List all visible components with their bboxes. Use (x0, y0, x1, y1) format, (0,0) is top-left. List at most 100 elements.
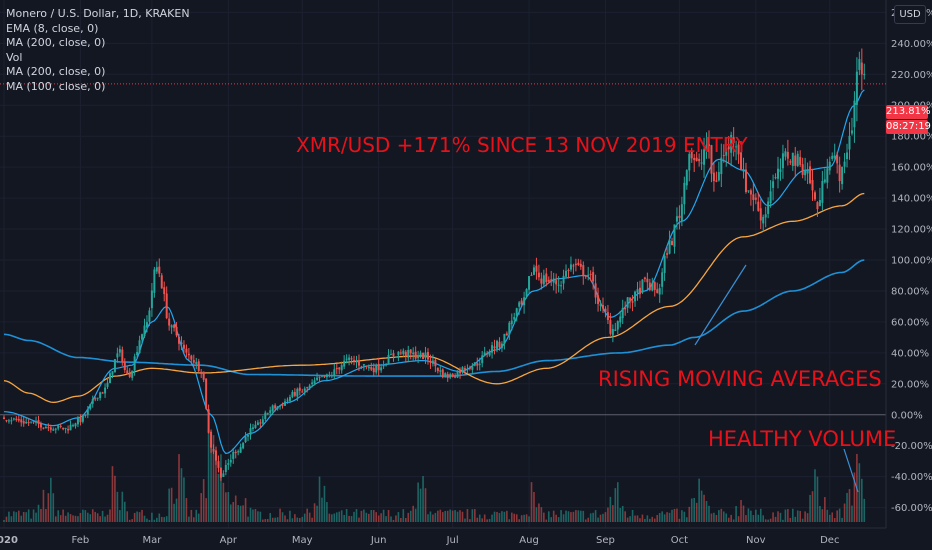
volume-bar (286, 519, 289, 522)
volume-bar (163, 517, 166, 522)
candle-body (30, 421, 33, 423)
candle-body (668, 239, 671, 254)
candle-body (165, 293, 168, 319)
candle-body (446, 373, 449, 379)
candle-body (651, 282, 654, 291)
candle-body (597, 295, 600, 305)
volume-bar (419, 488, 422, 522)
volume-bar (62, 509, 64, 522)
candle-body (367, 366, 370, 369)
y-tick-label: -40.00% (891, 472, 932, 483)
candle-body (390, 354, 393, 356)
y-tick-label: 180.00% (891, 132, 932, 143)
candle-body (84, 414, 87, 416)
volume-bar (616, 482, 619, 522)
candle-body (59, 425, 62, 427)
volume-bar (752, 515, 755, 522)
candle-body (693, 157, 696, 161)
volume-bar (212, 435, 215, 522)
currency-button[interactable]: USD (894, 5, 926, 24)
candle-body (582, 265, 585, 277)
candle-body (168, 318, 171, 326)
y-tick-label: 80.00% (891, 286, 929, 297)
candle-body (762, 216, 765, 224)
candle-body (560, 285, 563, 287)
volume-bar (767, 519, 769, 522)
candle-body (375, 364, 378, 373)
volume-bar (47, 493, 50, 522)
candle-body (387, 354, 390, 365)
volume-bar (456, 511, 459, 522)
volume-bar (178, 454, 180, 522)
volume-bar (422, 475, 424, 522)
volume-bar (446, 510, 449, 522)
legend-ma-2[interactable]: MA (200, close, 0) (6, 65, 106, 79)
volume-bar (200, 493, 202, 522)
volume-bar (816, 476, 819, 522)
candle-body (138, 340, 141, 354)
legend-ma-3[interactable]: MA (100, close, 0) (6, 79, 106, 93)
volume-bar (358, 517, 360, 522)
volume-bar (560, 510, 562, 522)
volume-bar (301, 516, 304, 522)
candle-body (266, 412, 269, 414)
volume-bar (271, 517, 274, 522)
volume-bar (592, 512, 594, 522)
candle-body (412, 352, 415, 355)
candle-body (680, 204, 683, 222)
volume-annotation: HEALTHY VOLUME (708, 427, 897, 451)
candle-body (131, 370, 134, 378)
volume-bar (82, 509, 84, 522)
volume-bar (688, 506, 691, 522)
candle-body (39, 423, 42, 428)
volume-bar (5, 516, 8, 522)
volume-bar (229, 504, 232, 522)
volume-bar (481, 518, 484, 522)
candle-body (210, 431, 213, 448)
candle-body (740, 152, 743, 170)
volume-bar (619, 507, 622, 522)
volume-bar (794, 516, 797, 522)
x-tick-label: Apr (220, 535, 238, 546)
volume-bar (380, 513, 382, 522)
volume-bar (441, 512, 444, 522)
volume-bar (111, 466, 114, 522)
volume-bar (279, 508, 281, 522)
volume-bar (826, 509, 829, 522)
candle-body (500, 343, 503, 349)
candle-body (757, 201, 760, 211)
volume-bar (663, 514, 666, 522)
symbol-title[interactable]: Monero / U.S. Dollar, 1D, KRAKEN (6, 7, 190, 20)
volume-bar (136, 511, 138, 522)
y-tick-label: 160.00% (891, 163, 932, 174)
volume-bar (612, 505, 614, 522)
volume-bar (621, 505, 624, 522)
candle-body (284, 401, 287, 406)
candle-body (237, 451, 240, 453)
volume-bar (42, 489, 45, 522)
candle-body (311, 382, 314, 385)
volume-bar (555, 514, 557, 522)
legend-vol[interactable]: Vol (6, 50, 23, 64)
candle-body (256, 422, 259, 426)
candle-body (15, 418, 18, 420)
candle-body (838, 164, 841, 182)
volume-bar (126, 511, 129, 522)
candle-body (417, 357, 420, 359)
volume-bar (20, 515, 23, 522)
candle-body (523, 297, 526, 306)
x-tick-label: May (292, 535, 313, 546)
legend-ema[interactable]: EMA (8, close, 0) (6, 21, 99, 35)
volume-bar (249, 507, 252, 522)
volume-bar (104, 516, 106, 522)
candle-body (658, 288, 661, 295)
volume-bar (131, 519, 133, 522)
x-tick-label: Jul (446, 535, 459, 546)
candle-body (306, 387, 309, 389)
candle-body (860, 62, 863, 75)
volume-bar (116, 491, 119, 522)
legend-ma-1[interactable]: MA (200, close, 0) (6, 36, 106, 50)
volume-bar (123, 501, 126, 522)
candle-body (614, 329, 617, 332)
